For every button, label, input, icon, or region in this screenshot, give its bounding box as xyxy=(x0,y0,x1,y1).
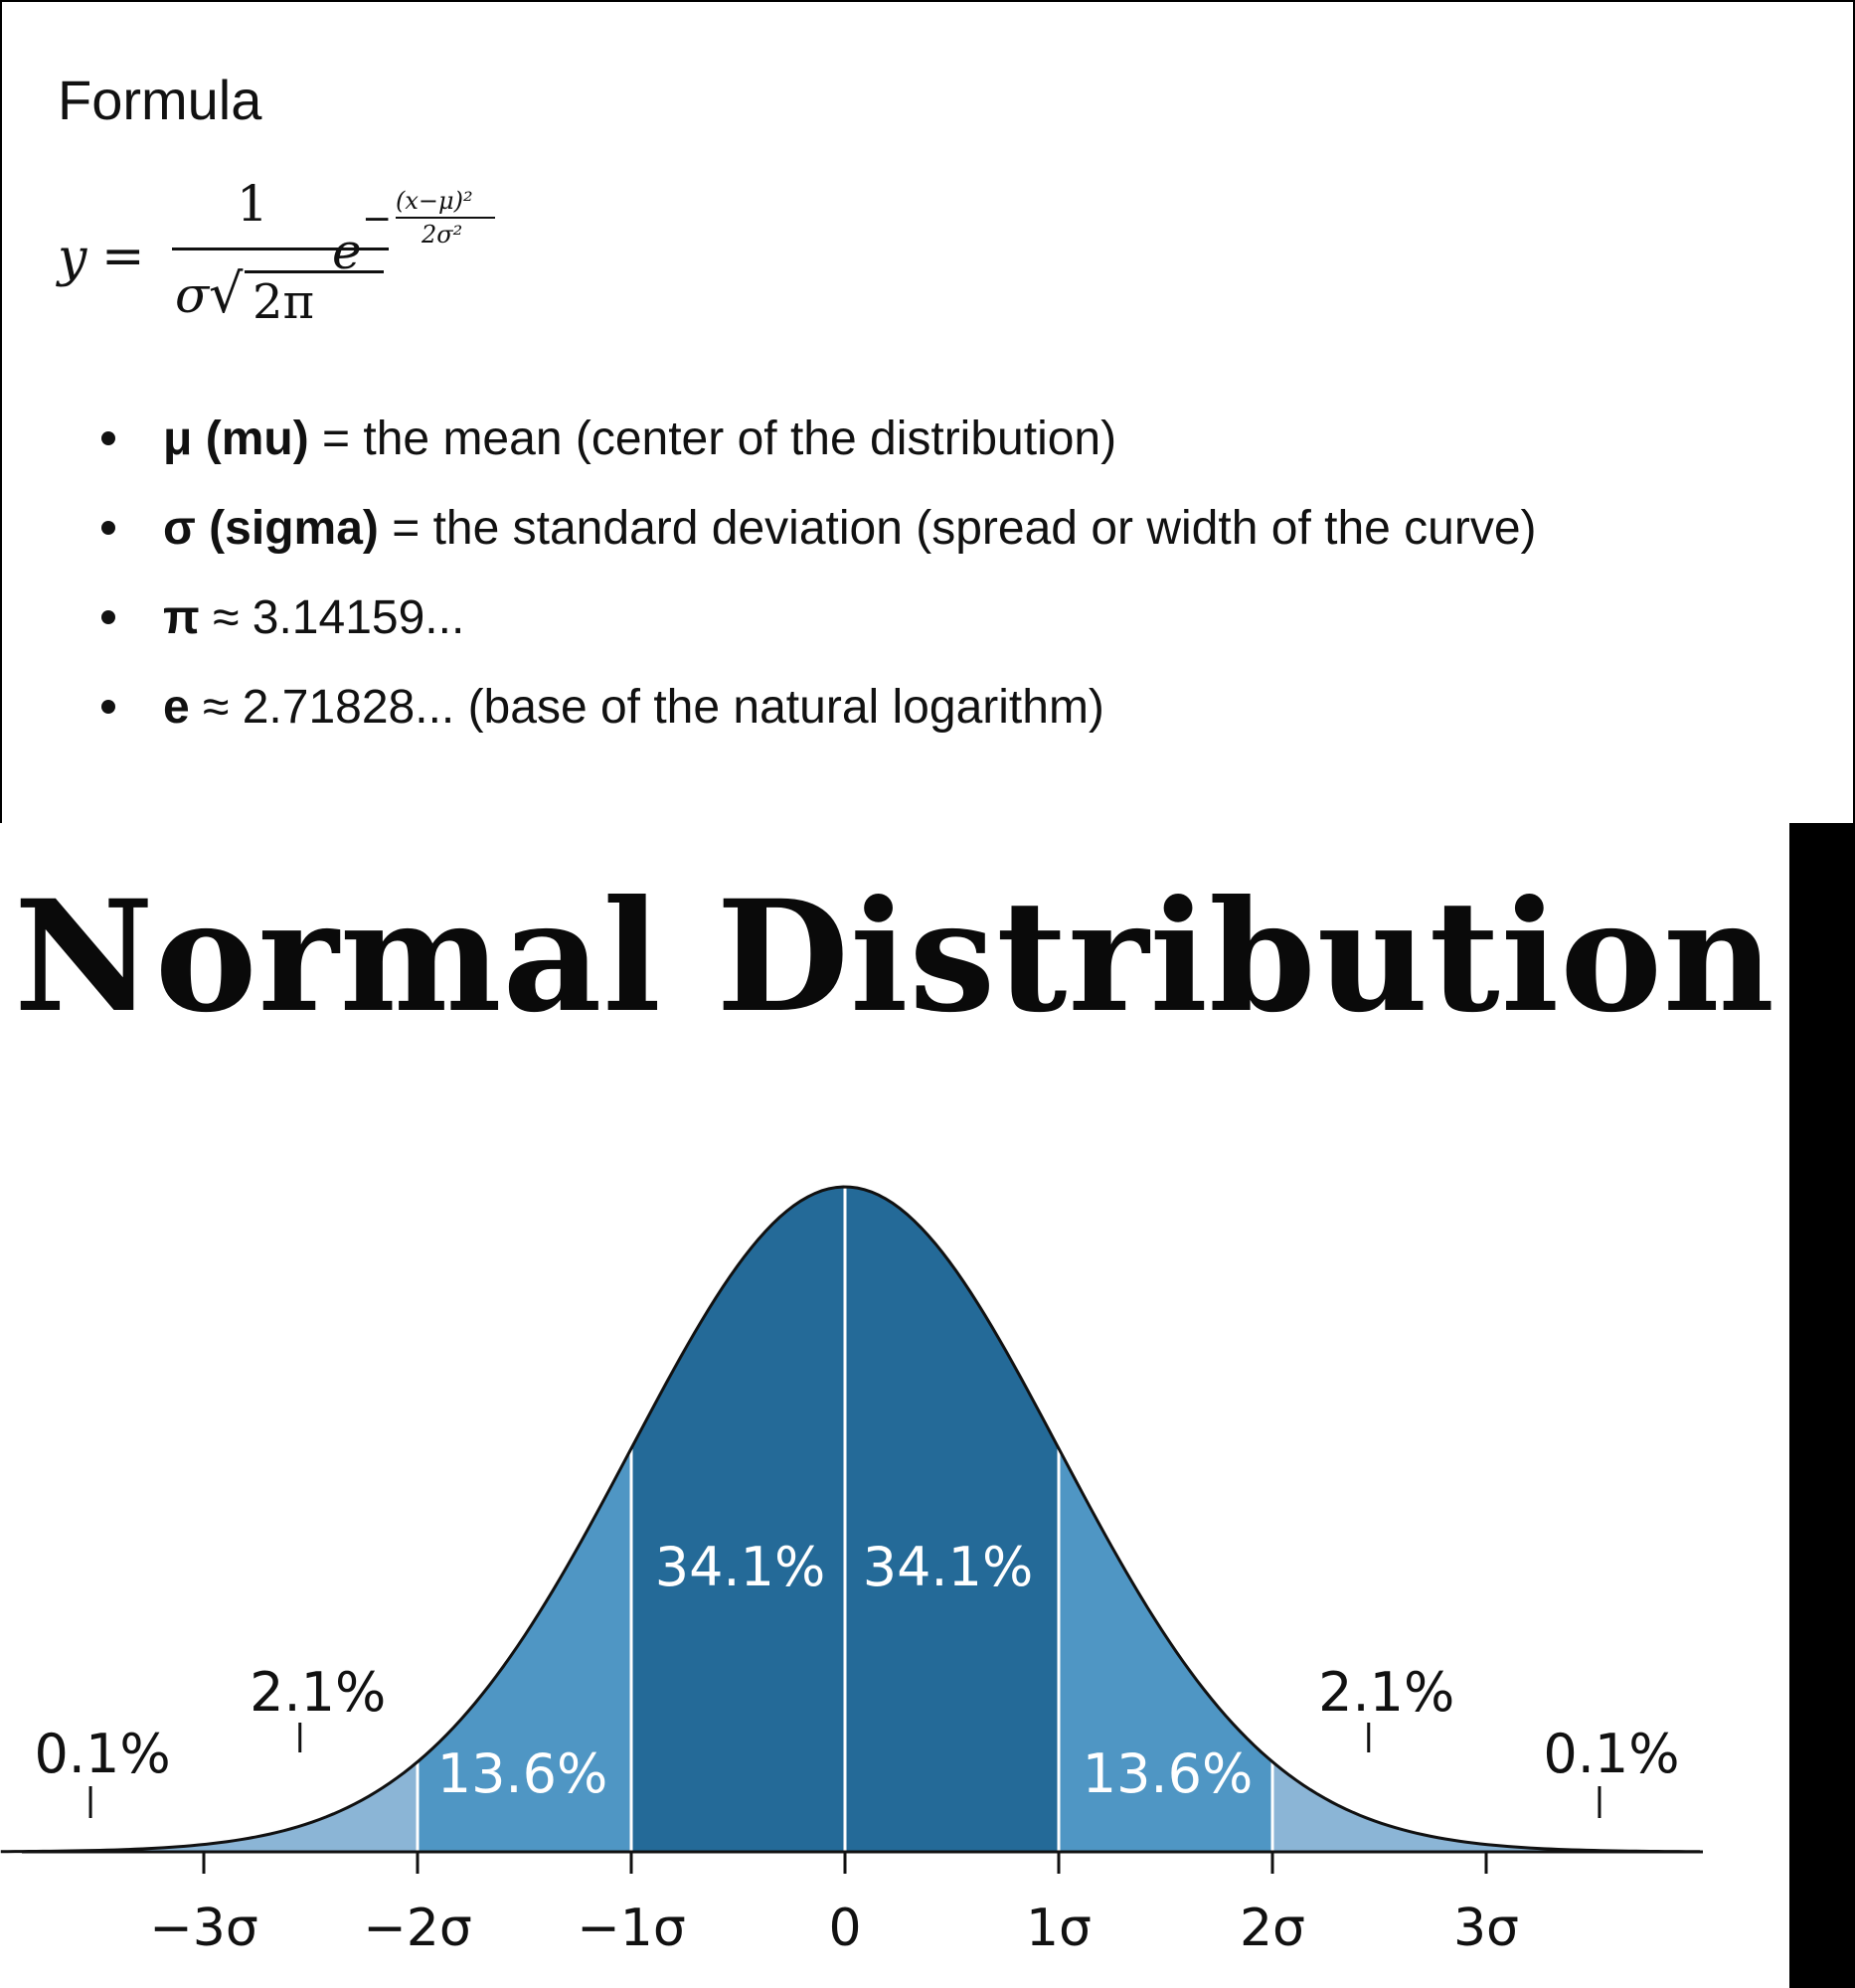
definition-term: e xyxy=(163,681,190,734)
normal-density-formula: y = 1 σ √ 2π e − (x−μ)² 2σ² xyxy=(58,171,654,340)
bullet-dot xyxy=(101,610,115,624)
tail-percent-label: 0.1% xyxy=(1543,1723,1679,1785)
region-2 xyxy=(631,1187,845,1852)
region-percent-label: 34.1% xyxy=(655,1536,826,1598)
region-percent-label: 34.1% xyxy=(863,1536,1034,1598)
fraction-bar xyxy=(172,248,389,250)
region-3 xyxy=(845,1187,1059,1852)
definition-term: σ (sigma) xyxy=(163,502,379,555)
region-percent-label: 13.6% xyxy=(1083,1742,1254,1805)
formula-denominator-sigma: σ xyxy=(175,266,210,324)
region-5 xyxy=(1272,1761,1486,1852)
radical-overline xyxy=(245,270,384,273)
formula-numerator: 1 xyxy=(237,175,268,233)
chart-panel: Normal Distribution −3σ −2σ −1σ 0 1σ 2σ 3σ 13.6… xyxy=(0,823,1789,1988)
section-heading: Formula xyxy=(58,69,262,131)
region-percent-label: 2.1% xyxy=(250,1661,386,1724)
definition-text: = the standard deviation (spread or widt… xyxy=(378,502,1537,555)
exponent-minus: − xyxy=(362,199,393,240)
definition-pi: π ≈ 3.14159... xyxy=(97,580,1537,670)
x-tick-label: 2σ xyxy=(1240,1899,1305,1958)
x-tick-label: 0 xyxy=(828,1899,861,1958)
bullet-dot xyxy=(101,700,115,714)
x-tick-label: 3σ xyxy=(1453,1899,1519,1958)
definition-text: = the mean (center of the distribution) xyxy=(308,413,1117,465)
definition-mu: μ (mu) = the mean (center of the distrib… xyxy=(97,402,1537,491)
region-0 xyxy=(204,1761,418,1852)
formula-panel: Formula y = 1 σ √ 2π e − (x−μ)² 2σ² μ (m… xyxy=(2,2,1853,823)
region-percent-label: 2.1% xyxy=(1318,1661,1454,1724)
definition-term: π xyxy=(163,591,200,644)
exponent-numerator: (x−μ)² xyxy=(396,187,473,215)
formula-equals: = xyxy=(101,227,145,286)
bullet-dot xyxy=(101,521,115,535)
x-tick-label: −2σ xyxy=(363,1899,472,1958)
definition-text: ≈ 3.14159... xyxy=(199,591,465,644)
definition-sigma: σ (sigma) = the standard deviation (spre… xyxy=(97,491,1537,580)
x-tick-label: 1σ xyxy=(1026,1899,1092,1958)
radical-sign: √ xyxy=(209,262,244,325)
tail-percent-label: 0.1% xyxy=(34,1723,170,1785)
exponent-fraction-bar xyxy=(396,217,495,219)
definition-term: μ (mu) xyxy=(163,413,309,465)
x-tick-label: −1σ xyxy=(577,1899,686,1958)
formula-lhs: y xyxy=(58,229,87,288)
formula-radicand: 2π xyxy=(253,274,315,330)
normal-distribution-chart: −3σ −2σ −1σ 0 1σ 2σ 3σ 13.6% 34.1% 34.1% 13.6% 2.1%… xyxy=(0,1185,1703,1958)
region-percent-label: 13.6% xyxy=(437,1742,608,1805)
definition-e: e ≈ 2.71828... (base of the natural loga… xyxy=(97,670,1537,759)
symbol-definitions: μ (mu) = the mean (center of the distrib… xyxy=(97,402,1537,759)
chart-title: Normal Distribution xyxy=(14,867,1775,1047)
formula-exponential-base: e xyxy=(332,223,362,280)
x-tick-label: −3σ xyxy=(149,1899,258,1958)
bullet-dot xyxy=(101,431,115,445)
density-curve xyxy=(0,1185,1701,1854)
definition-text: ≈ 2.71828... (base of the natural logari… xyxy=(189,681,1104,734)
exponent-denominator: 2σ² xyxy=(422,221,463,248)
